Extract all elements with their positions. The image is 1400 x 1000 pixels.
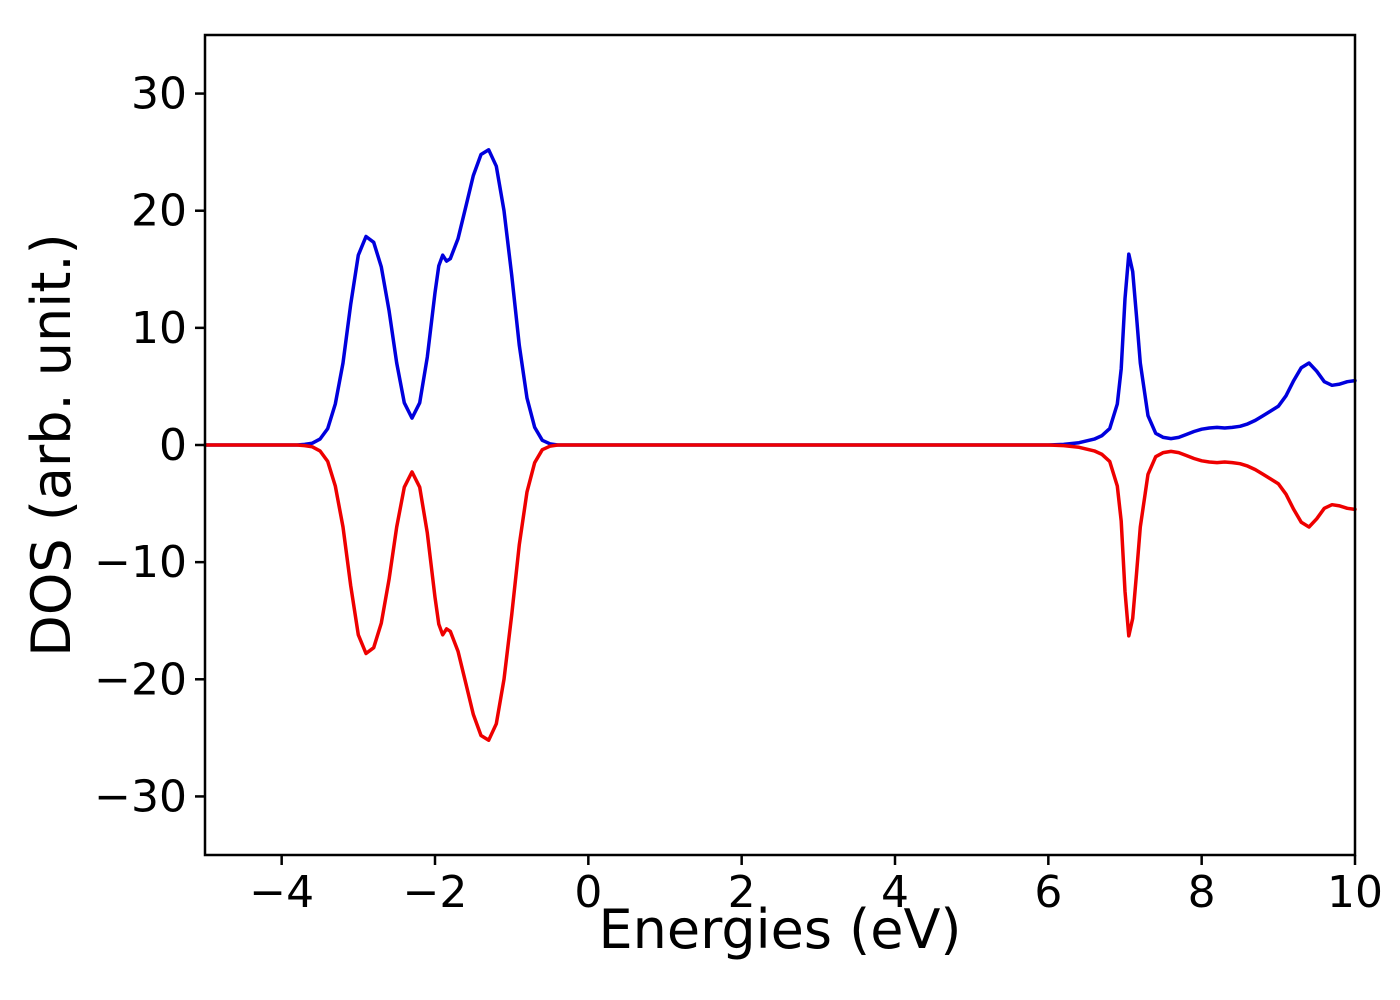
y-tick-label: 10 [131,303,187,354]
x-tick-label: 6 [1034,867,1062,918]
y-tick-label: −30 [94,771,187,822]
x-tick-label: 8 [1188,867,1216,918]
y-tick-label: −20 [94,654,187,705]
series-spin-down [203,443,1357,742]
y-tick-label: 0 [159,420,187,471]
x-axis-label: Energies (eV) [598,898,962,961]
x-tick-label: 2 [728,867,756,918]
x-tick-label: 10 [1327,867,1383,918]
x-tick-label: −4 [249,867,314,918]
x-tick-label: −2 [403,867,468,918]
y-tick-label: −10 [94,537,187,588]
x-tick-label: 0 [574,867,602,918]
y-tick-label: 20 [131,186,187,237]
series-spin-up [203,148,1357,447]
y-tick-label: 30 [131,69,187,120]
x-tick-label: 4 [881,867,909,918]
y-axis-label: DOS (arb. unit.) [20,233,83,657]
